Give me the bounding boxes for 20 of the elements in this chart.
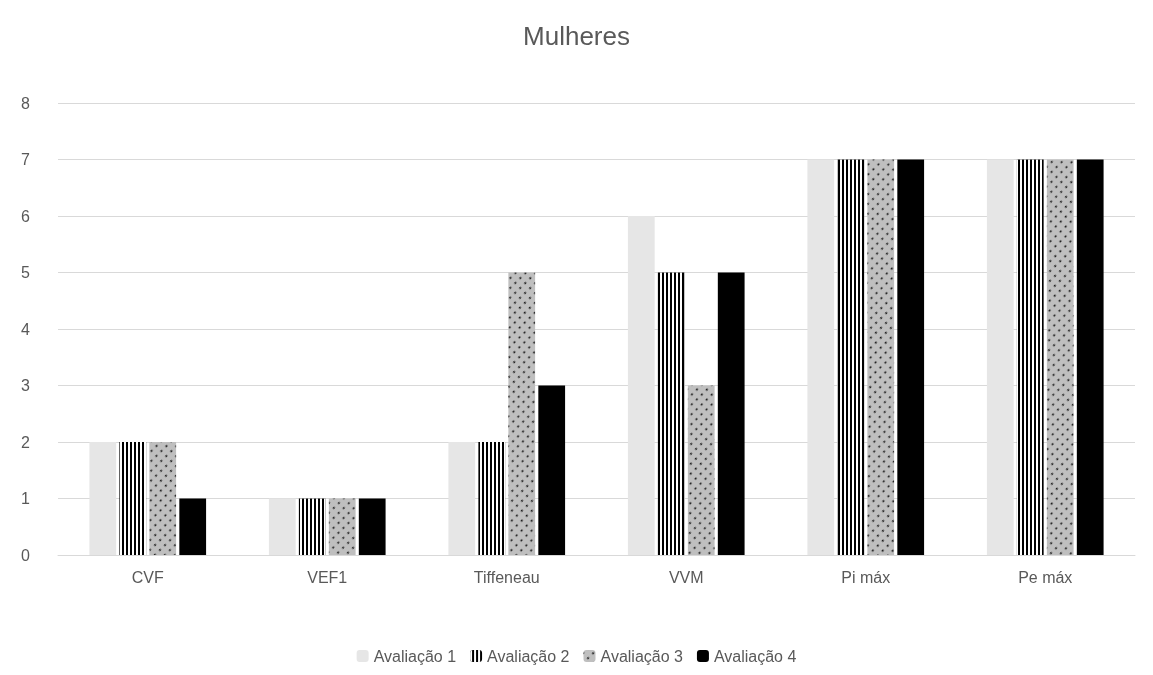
x-tick-label: Tiffeneau [473, 568, 540, 586]
y-tick-label: 3 [21, 377, 31, 394]
y-tick-label: 6 [21, 207, 31, 225]
y-tick-label: 8 [21, 94, 31, 112]
y-tick-label: 4 [21, 320, 31, 338]
x-tick-label: CVF [131, 568, 164, 586]
legend-label: Avaliação 1 [373, 647, 457, 665]
x-tick-label: Pe máx [1018, 568, 1073, 586]
legend-label: Avaliação 3 [600, 647, 684, 665]
legend-label: Avaliação 2 [487, 647, 570, 665]
y-tick-label: 2 [21, 433, 31, 451]
y-tick-label: 1 [21, 490, 31, 507]
legend-label: Avaliação 4 [713, 647, 797, 665]
y-tick-label: 0 [21, 546, 31, 564]
y-tick-label: 7 [21, 151, 31, 168]
y-tick-label: 5 [21, 264, 31, 281]
x-tick-label: VEF1 [307, 568, 348, 586]
x-tick-label: VVM [668, 568, 704, 586]
x-tick-label: Pi máx [841, 568, 891, 586]
chart-title: Mulheres [523, 21, 630, 51]
